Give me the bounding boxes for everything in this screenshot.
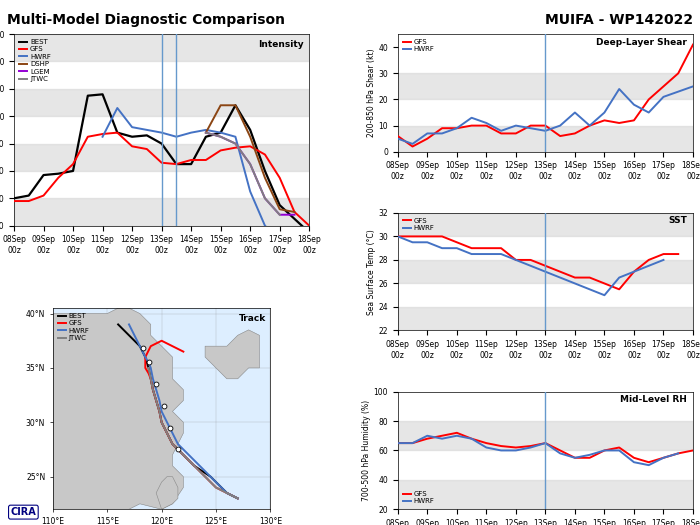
Bar	[14, 34, 309, 61]
Polygon shape	[156, 477, 178, 509]
Bar	[14, 198, 309, 226]
Polygon shape	[205, 330, 260, 379]
Legend: GFS, HWRF: GFS, HWRF	[401, 490, 436, 506]
Bar	[398, 125, 693, 152]
Bar	[14, 89, 309, 116]
Text: CIRA: CIRA	[10, 507, 36, 517]
Bar	[398, 213, 693, 236]
Text: MUIFA - WP142022: MUIFA - WP142022	[545, 13, 693, 27]
Y-axis label: 700-500 hPa Humidity (%): 700-500 hPa Humidity (%)	[362, 400, 371, 501]
Bar	[398, 480, 693, 509]
Text: Track: Track	[239, 314, 266, 323]
Polygon shape	[53, 308, 183, 509]
Bar	[14, 143, 309, 171]
Text: SST: SST	[668, 216, 687, 225]
Legend: BEST, GFS, HWRF, JTWC: BEST, GFS, HWRF, JTWC	[57, 312, 91, 342]
Bar	[398, 307, 693, 331]
Text: Intensity: Intensity	[258, 40, 303, 49]
Legend: GFS, HWRF: GFS, HWRF	[401, 38, 436, 54]
Bar	[398, 260, 693, 284]
Legend: GFS, HWRF: GFS, HWRF	[401, 216, 436, 233]
Text: Deep-Layer Shear: Deep-Layer Shear	[596, 38, 687, 47]
Y-axis label: Sea Surface Temp (°C): Sea Surface Temp (°C)	[367, 229, 375, 314]
Text: Mid-Level RH: Mid-Level RH	[620, 395, 687, 404]
Bar	[398, 74, 693, 99]
Legend: BEST, GFS, HWRF, DSHP, LGEM, JTWC: BEST, GFS, HWRF, DSHP, LGEM, JTWC	[18, 38, 52, 83]
Y-axis label: 200-850 hPa Shear (kt): 200-850 hPa Shear (kt)	[367, 49, 375, 137]
Bar	[398, 421, 693, 450]
Text: Multi-Model Diagnostic Comparison: Multi-Model Diagnostic Comparison	[7, 13, 285, 27]
Polygon shape	[270, 313, 390, 412]
